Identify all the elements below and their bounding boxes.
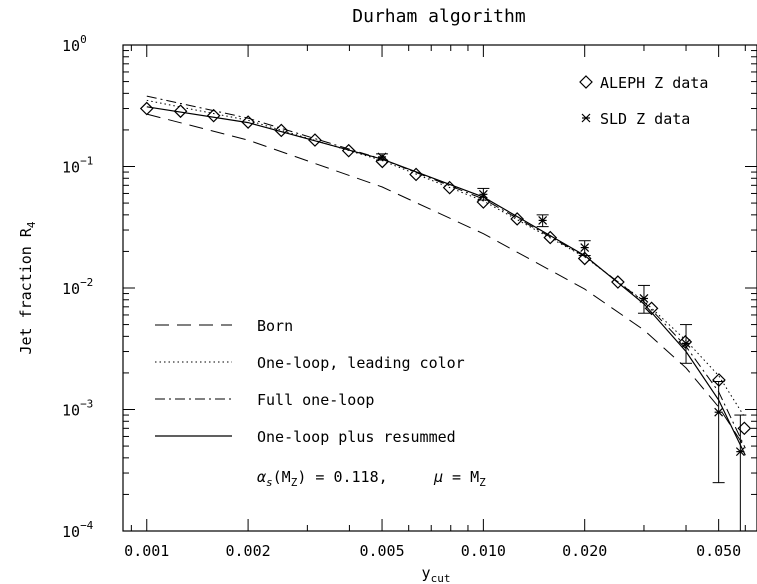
aleph-data-point xyxy=(442,180,457,195)
legend-sld-star xyxy=(581,113,591,123)
sld-data-point xyxy=(580,243,590,253)
annotation-alpha: α xyxy=(257,468,267,486)
y-tick-label: 10−2 xyxy=(62,276,93,298)
legend-sld-marker xyxy=(581,113,591,123)
annotation-mu: μ xyxy=(433,468,443,486)
aleph-data-point xyxy=(173,104,188,119)
points-layer xyxy=(139,101,752,531)
sld-data-point xyxy=(639,294,649,303)
y-tick-label: 10−4 xyxy=(62,519,94,541)
sld-data-point xyxy=(538,215,548,225)
legend-born-label: Born xyxy=(257,317,293,335)
legend-full-one-loop-label: Full one-loop xyxy=(257,391,374,409)
aleph-data-point xyxy=(341,143,356,158)
chart-title: Durham algorithm xyxy=(352,6,525,27)
annotation-alpha-sub: s xyxy=(266,476,273,489)
series-line-full-one-loop xyxy=(146,95,746,449)
aleph-data-point xyxy=(644,301,659,316)
series-line-born xyxy=(146,113,746,449)
annotation-mu-eq: = M xyxy=(452,468,479,486)
aleph-data-point xyxy=(375,154,390,169)
x-axis-label-main: y xyxy=(422,564,431,582)
legend-aleph-marker xyxy=(579,75,593,89)
aleph-data-point xyxy=(308,133,322,147)
y-tick-label: 100 xyxy=(62,33,87,55)
aleph-data-point xyxy=(409,167,423,182)
legend-aleph-label: ALEPH Z data xyxy=(600,74,708,92)
sld-data-point xyxy=(377,152,387,162)
legend-resummed-label: One-loop plus resummed xyxy=(257,428,456,446)
aleph-data-point xyxy=(241,115,255,129)
legend-curves: Born One-loop, leading color Full one-lo… xyxy=(155,317,465,446)
annotation-alpha-arg-sub: Z xyxy=(291,476,298,489)
series-line-one-loop-leading-color xyxy=(146,99,746,419)
y-axis-label-sub: 4 xyxy=(25,221,38,228)
sld-data-point xyxy=(478,189,488,199)
x-tick-label: 0.010 xyxy=(461,542,506,560)
y-tick-label: 10−3 xyxy=(62,398,93,420)
tick-labels-layer: 0.001 0.002 0.005 0.010 0.020 0.050 100 10−1 10−… xyxy=(62,33,741,560)
aleph-data-point xyxy=(543,230,558,245)
x-tick-label: 0.050 xyxy=(696,542,741,560)
x-tick-label: 0.002 xyxy=(226,542,271,560)
legend-sld-label: SLD Z data xyxy=(600,110,690,128)
aleph-data-point xyxy=(274,123,289,138)
annotation-alpha-value: ) = 0.118, xyxy=(297,468,387,486)
aleph-data-point xyxy=(611,275,625,289)
aleph-data-point xyxy=(577,251,592,266)
curves-layer xyxy=(146,95,746,456)
sld-data-point xyxy=(735,447,745,457)
annotation-alpha-arg: (M xyxy=(273,468,291,486)
y-axis-label-main: Jet fraction R xyxy=(17,227,35,354)
series-line-one-loop-plus-resummed xyxy=(146,106,746,456)
x-tick-label: 0.005 xyxy=(359,542,404,560)
legend-leading-color-label: One-loop, leading color xyxy=(257,354,465,372)
sld-data-point xyxy=(681,338,691,348)
legend-data: ALEPH Z data SLD Z data xyxy=(579,74,708,128)
annotation-mu-sub: Z xyxy=(479,476,486,489)
x-axis-label: ycut xyxy=(422,564,451,584)
x-tick-label: 0.001 xyxy=(124,542,169,560)
x-axis-label-sub: cut xyxy=(431,572,451,584)
aleph-data-point xyxy=(206,108,221,123)
annotation-parameters: αs(MZ) = 0.118, μ = MZ xyxy=(257,468,486,489)
aleph-data-point xyxy=(510,212,525,226)
sld-data-point xyxy=(714,407,724,417)
y-axis-label: Jet fraction R4 xyxy=(17,221,38,354)
legend-aleph-diamond xyxy=(579,75,593,89)
aleph-data-point xyxy=(139,101,154,116)
x-tick-label: 0.020 xyxy=(562,542,607,560)
y-tick-label: 10−1 xyxy=(62,155,93,177)
ticks-layer xyxy=(123,44,757,532)
